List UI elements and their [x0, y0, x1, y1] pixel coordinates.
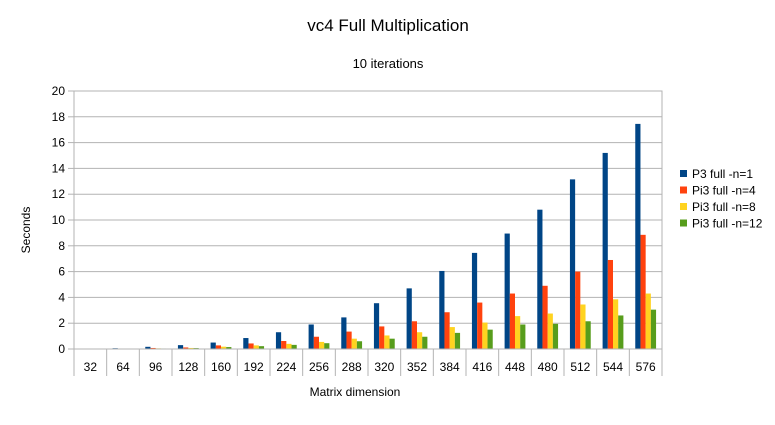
- bar: [444, 312, 449, 349]
- x-tick-label: 480: [538, 360, 558, 374]
- bar: [309, 324, 314, 349]
- bar: [422, 337, 427, 349]
- bar: [575, 272, 580, 349]
- x-tick-label: 448: [505, 360, 525, 374]
- x-tick-label: 64: [116, 360, 130, 374]
- y-tick-label: 0: [58, 342, 65, 356]
- x-tick-label: 512: [570, 360, 590, 374]
- legend: P3 full -n=1 Pi3 full -n=4 Pi3 full -n=8 Pi…: [680, 167, 763, 231]
- x-tick-label: 160: [211, 360, 231, 374]
- bar: [455, 333, 460, 349]
- chart-subtitle: 10 iterations: [353, 56, 424, 71]
- bar: [510, 294, 515, 349]
- bar: [439, 271, 444, 349]
- bar: [477, 303, 482, 349]
- x-tick-label: 576: [636, 360, 656, 374]
- x-tick-label: 384: [440, 360, 460, 374]
- bar: [570, 179, 575, 349]
- legend-swatch: [680, 203, 687, 210]
- bar: [505, 234, 510, 349]
- bar: [357, 341, 362, 349]
- bar: [319, 342, 324, 349]
- bar: [646, 294, 651, 349]
- bar: [352, 339, 357, 349]
- bar: [580, 304, 585, 349]
- bar: [379, 326, 384, 349]
- x-tick-label: 288: [342, 360, 362, 374]
- bar: [651, 310, 656, 349]
- bar: [542, 286, 547, 349]
- chart-title: vc4 Full Multiplication: [307, 16, 469, 35]
- legend-label: Pi3 full -n=12: [692, 217, 763, 231]
- y-tick-label: 4: [58, 290, 65, 304]
- bar: [248, 343, 253, 349]
- x-tick-label: 320: [374, 360, 394, 374]
- x-tick-label: 416: [472, 360, 492, 374]
- y-tick-label: 16: [52, 136, 66, 150]
- bar: [384, 335, 389, 349]
- x-tick-label: 96: [149, 360, 163, 374]
- bar: [482, 323, 487, 349]
- x-tick-label: 128: [178, 360, 198, 374]
- y-tick-label: 14: [52, 161, 66, 175]
- bar: [488, 330, 493, 349]
- y-axis-label: Seconds: [19, 207, 33, 254]
- x-tick-label: 32: [84, 360, 98, 374]
- y-tick-label: 6: [58, 265, 65, 279]
- bar: [211, 343, 216, 349]
- y-tick-label: 18: [52, 110, 66, 124]
- bar: [640, 235, 645, 349]
- bar: [216, 345, 221, 349]
- y-tick-label: 10: [52, 213, 66, 227]
- y-tick-label: 20: [52, 84, 66, 98]
- bar: [281, 341, 286, 349]
- bar: [450, 327, 455, 349]
- bar: [472, 253, 477, 349]
- bar: [243, 338, 248, 349]
- bar: [292, 345, 297, 349]
- x-tick-label: 224: [276, 360, 296, 374]
- legend-swatch: [680, 220, 687, 227]
- legend-label: Pi3 full -n=8: [692, 200, 756, 214]
- bar: [314, 337, 319, 349]
- y-tick-label: 12: [52, 187, 66, 201]
- bar: [548, 314, 553, 349]
- bar: [254, 345, 259, 349]
- x-tick-label: 544: [603, 360, 623, 374]
- bar: [276, 332, 281, 349]
- bar: [374, 303, 379, 349]
- x-tick-label: 352: [407, 360, 427, 374]
- x-tick-label: 192: [244, 360, 264, 374]
- x-tick-label: 256: [309, 360, 329, 374]
- y-tick-label: 8: [58, 239, 65, 253]
- bar: [324, 343, 329, 349]
- bar: [407, 288, 412, 349]
- bar: [603, 153, 608, 349]
- bar: [635, 124, 640, 349]
- legend-label: P3 full -n=1: [692, 167, 753, 181]
- bar: [341, 317, 346, 349]
- bar: [613, 299, 618, 349]
- bar: [520, 324, 525, 349]
- bar: [608, 260, 613, 349]
- legend-swatch: [680, 170, 687, 177]
- legend-swatch: [680, 187, 687, 194]
- bar: [346, 332, 351, 349]
- bar: [618, 315, 623, 349]
- plot-area: 0 2 4 6 8 10 12 14 16 18 20 32 64 96 128 160 192 224 256 28…: [52, 84, 662, 376]
- bar: [178, 345, 183, 349]
- bar: [286, 344, 291, 349]
- x-axis-label: Matrix dimension: [310, 385, 401, 399]
- bar: [417, 332, 422, 349]
- legend-label: Pi3 full -n=4: [692, 184, 756, 198]
- y-tick-label: 2: [58, 316, 65, 330]
- bar: [390, 339, 395, 349]
- bar: [412, 321, 417, 349]
- bar: [586, 321, 591, 349]
- bar: [515, 316, 520, 349]
- bar: [537, 210, 542, 349]
- bar: [553, 324, 558, 349]
